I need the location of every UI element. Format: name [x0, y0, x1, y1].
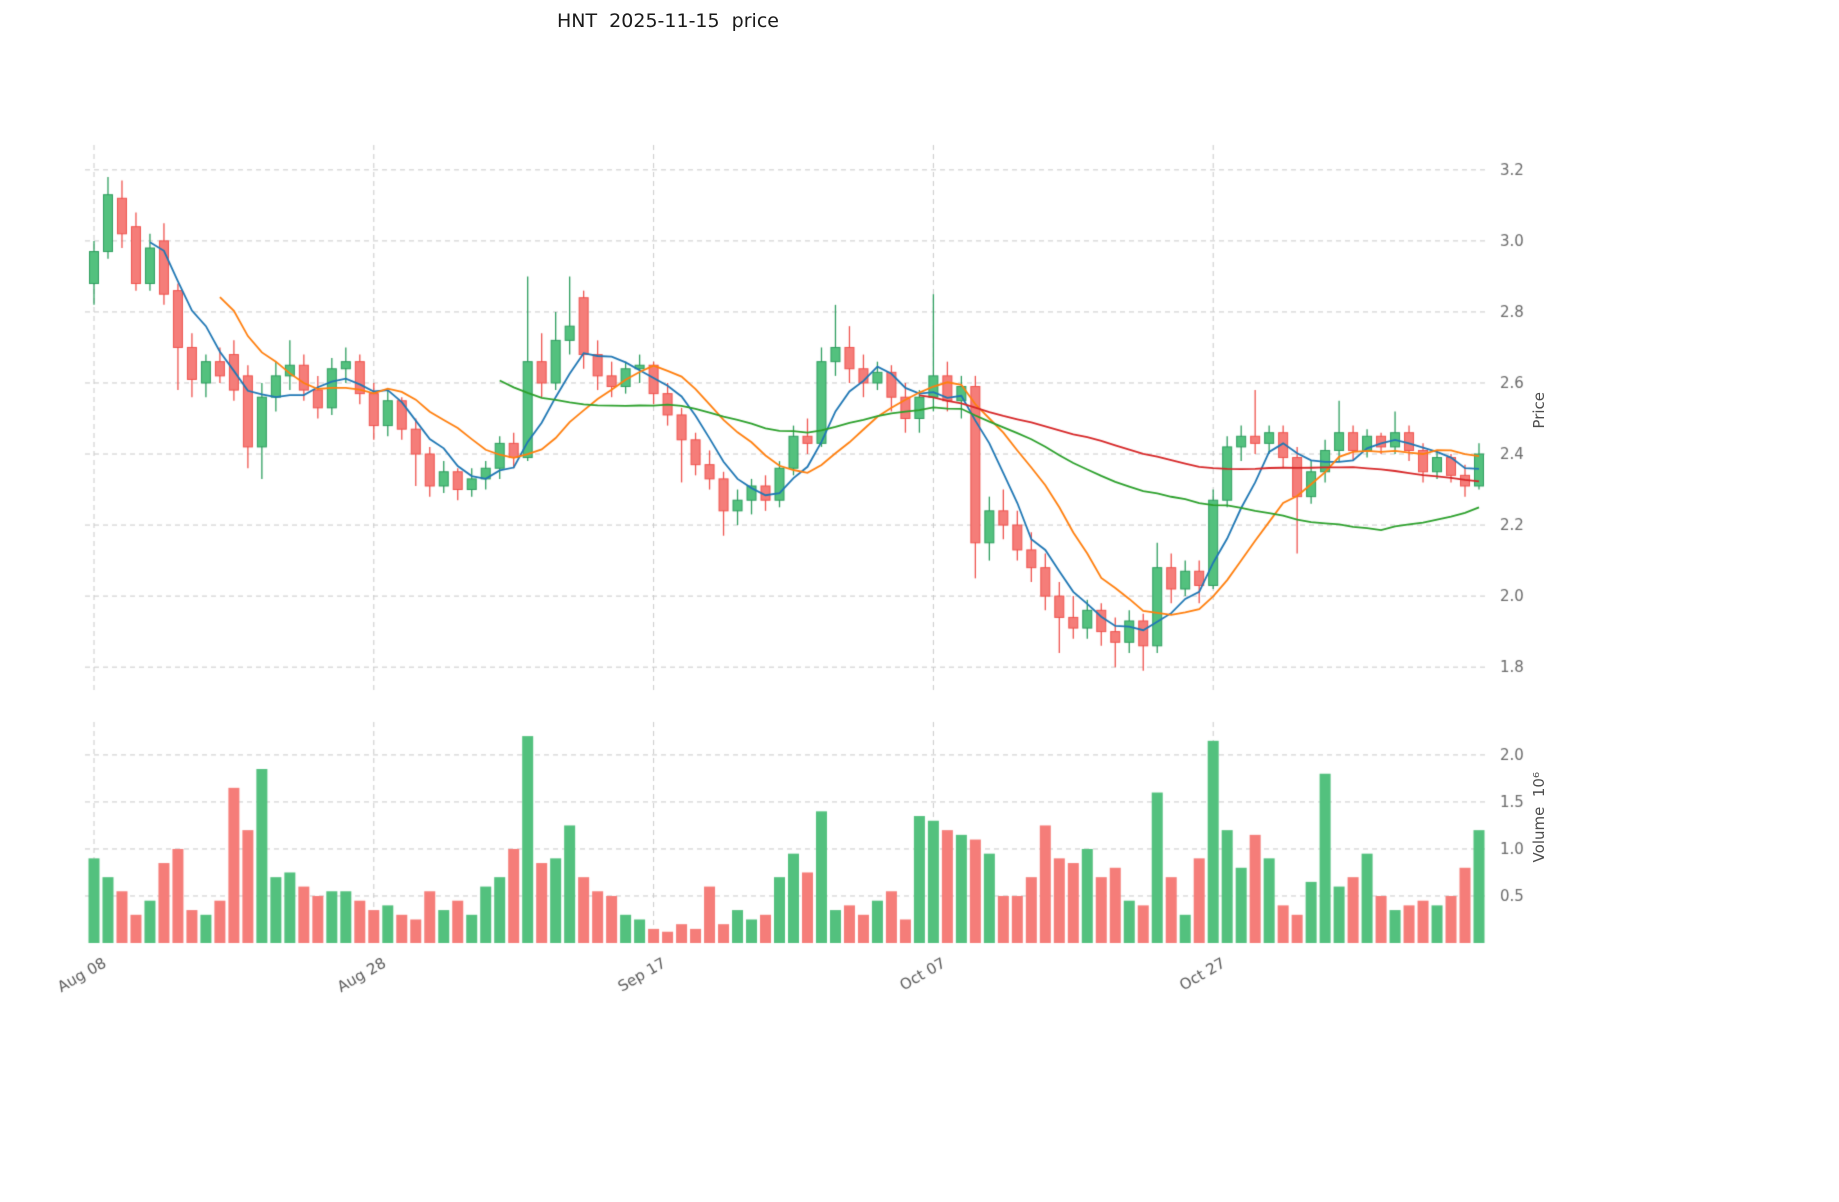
chart-title: HNT 2025-11-15 price [557, 10, 779, 32]
volume-axis-label: Volume 10⁶ [1530, 772, 1548, 863]
price-axis-label: Price [1530, 392, 1548, 429]
